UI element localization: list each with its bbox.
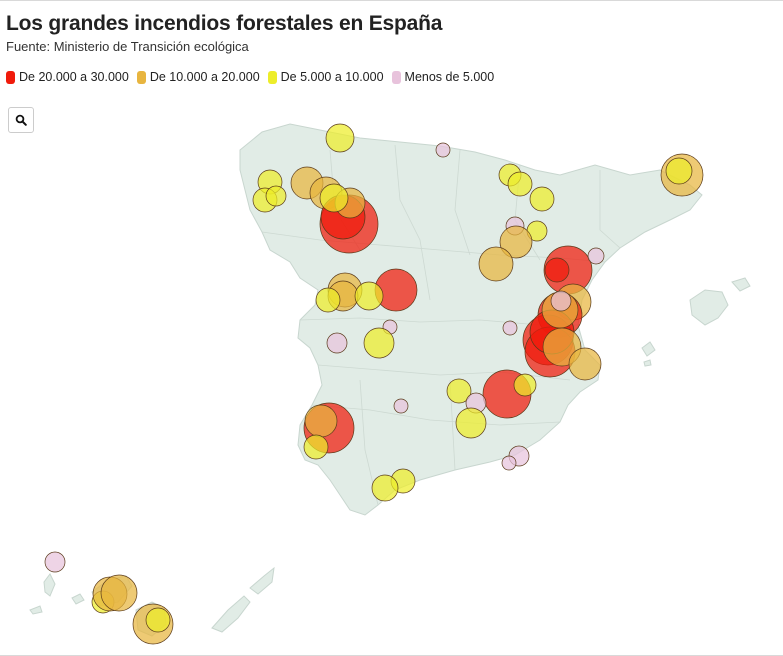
fire-marker[interactable] [303, 434, 329, 460]
fire-marker[interactable] [529, 186, 555, 212]
fire-marker[interactable] [315, 287, 341, 313]
legend-swatch [136, 70, 146, 84]
fire-marker[interactable] [265, 185, 287, 207]
lanzarote [249, 566, 275, 595]
el-hierro [29, 605, 43, 615]
fire-marker[interactable] [455, 407, 487, 439]
fire-marker[interactable] [304, 404, 338, 438]
fire-marker[interactable] [319, 183, 349, 213]
fire-marker[interactable] [354, 281, 384, 311]
legend-item-under-5000[interactable]: Menos de 5.000 [391, 70, 495, 84]
legend-label: De 5.000 a 10.000 [280, 70, 384, 84]
legend-label: Menos de 5.000 [404, 70, 495, 84]
fire-marker[interactable] [363, 327, 395, 359]
fire-marker[interactable] [513, 373, 537, 397]
fire-marker[interactable] [587, 247, 605, 265]
legend-swatch [391, 70, 401, 84]
land [29, 123, 751, 637]
legend-item-5000-10000[interactable]: De 5.000 a 10.000 [267, 70, 384, 84]
fire-marker[interactable] [507, 171, 533, 197]
search-icon [15, 114, 27, 126]
formentera [643, 359, 652, 367]
fire-marker[interactable] [100, 574, 138, 612]
legend: De 20.000 a 30.000 De 10.000 a 20.000 De… [6, 70, 498, 84]
fire-marker[interactable] [44, 551, 66, 573]
fire-marker[interactable] [371, 474, 399, 502]
la-gomera [71, 593, 85, 605]
fire-marker[interactable] [145, 607, 171, 633]
fire-marker[interactable] [325, 123, 355, 153]
legend-label: De 20.000 a 30.000 [19, 70, 129, 84]
fire-marker[interactable] [665, 157, 693, 185]
fire-marker[interactable] [501, 455, 517, 471]
map-search-button[interactable] [8, 107, 34, 133]
legend-swatch [267, 70, 277, 84]
fire-marker[interactable] [544, 257, 570, 283]
fire-marker[interactable] [393, 398, 409, 414]
fire-marker[interactable] [568, 347, 602, 381]
legend-item-20000-30000[interactable]: De 20.000 a 30.000 [6, 70, 129, 84]
page-subtitle: Fuente: Ministerio de Transición ecológi… [6, 39, 249, 54]
legend-swatch [6, 70, 15, 84]
fire-markers [44, 123, 704, 645]
legend-label: De 10.000 a 20.000 [149, 70, 260, 84]
fire-marker[interactable] [435, 142, 451, 158]
legend-item-10000-20000[interactable]: De 10.000 a 20.000 [136, 70, 260, 84]
menorca [731, 277, 751, 292]
fire-marker[interactable] [478, 246, 514, 282]
la-palma [43, 573, 56, 597]
ibiza [641, 341, 656, 357]
fire-marker[interactable] [326, 332, 348, 354]
fuerteventura [211, 595, 251, 633]
page-title: Los grandes incendios forestales en Espa… [6, 12, 443, 35]
fire-marker[interactable] [550, 290, 572, 312]
fire-marker[interactable] [446, 378, 472, 404]
fire-marker[interactable] [499, 225, 533, 259]
fire-marker[interactable] [502, 320, 518, 336]
mallorca [689, 289, 729, 326]
top-divider [0, 0, 783, 1]
